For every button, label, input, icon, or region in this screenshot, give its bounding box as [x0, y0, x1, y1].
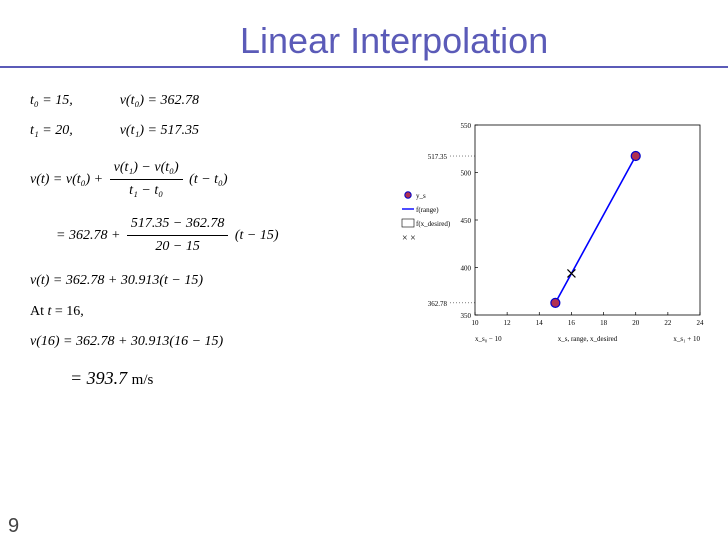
eq-t1: t₁ = 20,	[30, 123, 73, 138]
svg-text:× ×: × ×	[402, 233, 416, 244]
svg-text:12: 12	[504, 319, 512, 327]
svg-text:20: 20	[632, 319, 640, 327]
formula-rhs: (t − t₀)	[189, 172, 227, 187]
svg-text:18: 18	[600, 319, 608, 327]
svg-text:500: 500	[461, 170, 472, 178]
svg-text:550: 550	[461, 122, 472, 130]
interpolation-chart: 350 400 450 500 550 10 12 14 16 18 20 22 24 517.35 362…	[380, 105, 720, 365]
svg-text:y_s: y_s	[416, 192, 426, 200]
result-unit: m/s	[132, 372, 154, 388]
page-number: 9	[8, 515, 19, 538]
formula-num: v(t₁) − v(t₀)	[110, 157, 183, 180]
svg-text:450: 450	[461, 217, 472, 225]
result-value: = 393.7	[70, 368, 132, 388]
simplified: v(t) = 362.78 + 30.913(t − 15)	[30, 273, 203, 288]
svg-text:16: 16	[568, 319, 576, 327]
svg-text:22: 22	[664, 319, 672, 327]
svg-text:24: 24	[697, 319, 705, 327]
svg-text:f(x_desired): f(x_desired)	[416, 220, 451, 228]
sub-den: 20 − 15	[127, 236, 228, 258]
formula-lhs: v(t) = v(t₀) +	[30, 172, 107, 187]
eval: v(16) = 362.78 + 30.913(16 − 15)	[30, 334, 223, 349]
page-title: Linear Interpolation	[240, 20, 548, 62]
svg-text:f(range): f(range)	[416, 206, 439, 214]
svg-text:400: 400	[461, 265, 472, 273]
svg-text:362.78: 362.78	[428, 300, 448, 308]
title-underline	[0, 66, 728, 68]
svg-text:x_s₀ − 10: x_s₀ − 10	[475, 335, 502, 343]
eq-t0: t₀ = 15,	[30, 93, 73, 108]
sub-rhs: (t − 15)	[235, 228, 279, 243]
formula-den: t₁ − t₀	[110, 180, 183, 202]
svg-text:x_s₁ + 10: x_s₁ + 10	[673, 335, 700, 343]
svg-text:517.35: 517.35	[428, 153, 448, 161]
svg-text:x_s, range, x_desired: x_s, range, x_desired	[558, 335, 618, 343]
math-derivation: t₀ = 15, v(t₀) = 362.78 t₁ = 20, v(t₁) =…	[30, 90, 400, 400]
svg-text:14: 14	[536, 319, 544, 327]
eq-vt0: v(t₀) = 362.78	[120, 93, 199, 108]
sub-num: 517.35 − 362.78	[127, 213, 228, 236]
sub-lhs: = 362.78 +	[56, 228, 124, 243]
svg-text:10: 10	[472, 319, 480, 327]
svg-text:350: 350	[461, 312, 472, 320]
eq-vt1: v(t₁) = 517.35	[120, 123, 199, 138]
